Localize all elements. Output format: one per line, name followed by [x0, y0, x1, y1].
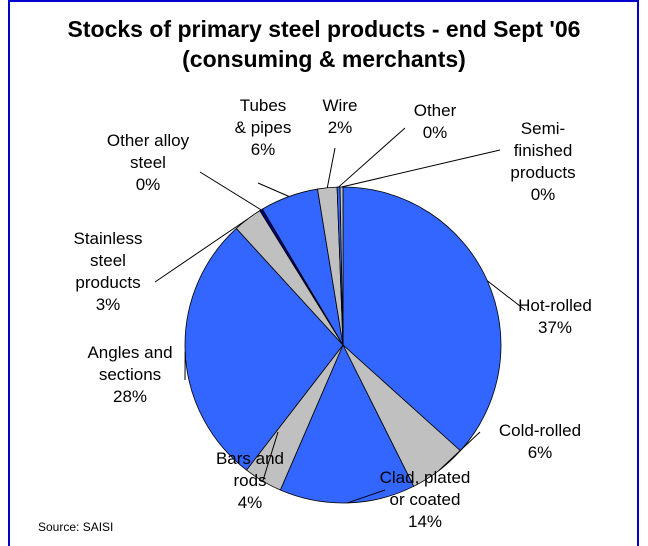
chart-title: Stocks of primary steel products - end S…: [67, 16, 581, 72]
value-label: 6%: [527, 443, 553, 462]
category-label: Semi-finished products: [510, 119, 576, 182]
value-label: 4%: [237, 493, 263, 512]
slice-label: Semi-finished products 0%: [503, 118, 583, 206]
value-label: 2%: [327, 118, 353, 137]
category-label: Other: [413, 101, 457, 120]
leader-line: [257, 182, 290, 197]
value-label: 3%: [95, 295, 121, 314]
leader-line: [341, 149, 501, 188]
pie-slice: [342, 186, 502, 452]
slice-label: Angles and sections 28%: [75, 342, 185, 408]
leader-line: [438, 431, 481, 472]
value-label: 0%: [135, 175, 161, 194]
category-label: Angles and sections: [87, 343, 173, 384]
category-label: Hot-rolled: [518, 296, 592, 315]
slice-label: Tubes & pipes 6%: [233, 95, 293, 161]
leader-line: [326, 147, 336, 188]
category-label: Clad, plated or coated: [379, 468, 471, 509]
leader-line: [487, 280, 526, 311]
slice-label: Other 0%: [405, 100, 465, 144]
leader-line: [199, 171, 262, 211]
category-label: Wire: [322, 96, 358, 115]
leader-line: [262, 431, 279, 482]
value-label: 0%: [422, 123, 448, 142]
category-label: Tubes & pipes: [234, 96, 292, 137]
slice-label: Stainless steel products 3%: [63, 228, 153, 316]
category-label: Cold-rolled: [498, 421, 582, 440]
category-label: Stainless steel products: [73, 229, 143, 292]
value-label: 14%: [407, 512, 443, 531]
slice-label: Other alloy steel 0%: [93, 130, 203, 196]
leader-line: [154, 218, 248, 283]
value-label: 37%: [537, 318, 573, 337]
category-label: Bars and rods: [215, 449, 285, 490]
slice-label: Bars and rods 4%: [210, 448, 290, 514]
slice-label: Hot-rolled 37%: [500, 295, 610, 339]
value-label: 28%: [112, 387, 148, 406]
category-label: Other alloy steel: [106, 131, 190, 172]
pie-slice: [184, 227, 344, 471]
value-label: 6%: [250, 140, 276, 159]
slice-label: Clad, plated or coated 14%: [375, 467, 475, 533]
value-label: 0%: [530, 185, 556, 204]
leader-line: [338, 127, 406, 188]
source-note: Source: SAISI: [38, 520, 114, 534]
slice-label: Cold-rolled 6%: [485, 420, 595, 464]
leader-line: [347, 489, 386, 504]
slice-label: Wire 2%: [310, 95, 370, 139]
